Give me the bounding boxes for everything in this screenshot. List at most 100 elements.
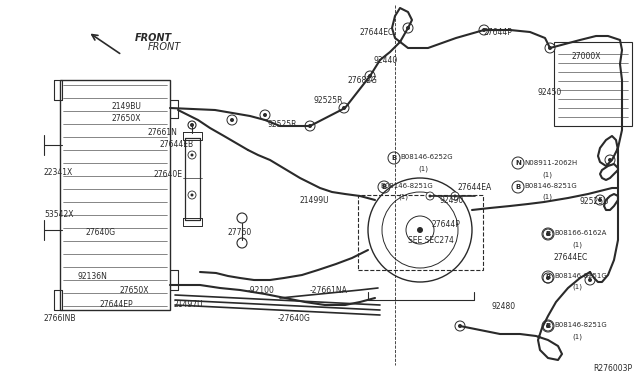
Circle shape	[546, 324, 550, 328]
Text: 21497U: 21497U	[174, 300, 204, 309]
Text: B: B	[381, 184, 387, 190]
Text: 22341X: 22341X	[44, 168, 73, 177]
Circle shape	[548, 46, 552, 50]
Text: 92525R: 92525R	[314, 96, 344, 105]
Text: 27644EP: 27644EP	[100, 300, 134, 309]
Text: 92480: 92480	[492, 302, 516, 311]
Text: N08911-2062H: N08911-2062H	[524, 160, 577, 166]
Circle shape	[191, 193, 193, 196]
Circle shape	[605, 155, 615, 165]
Circle shape	[543, 321, 553, 331]
Text: SEE SEC274: SEE SEC274	[408, 236, 454, 245]
Text: 2149BU: 2149BU	[112, 102, 142, 111]
Circle shape	[455, 321, 465, 331]
Circle shape	[545, 43, 555, 53]
Text: 27640G: 27640G	[86, 228, 116, 237]
Text: 53542X: 53542X	[44, 210, 74, 219]
Text: (1): (1)	[572, 241, 582, 247]
Circle shape	[479, 25, 489, 35]
Text: 27661N: 27661N	[148, 128, 178, 137]
Circle shape	[458, 324, 462, 328]
Circle shape	[308, 124, 312, 128]
Text: 27640E: 27640E	[154, 170, 183, 179]
Circle shape	[305, 121, 315, 131]
Text: 27650X: 27650X	[112, 114, 141, 123]
Text: 27760: 27760	[228, 228, 252, 237]
Circle shape	[263, 113, 267, 117]
Text: -27640G: -27640G	[278, 314, 311, 323]
Text: 92525U: 92525U	[580, 197, 610, 206]
Text: B: B	[392, 155, 397, 161]
Circle shape	[429, 195, 431, 198]
Circle shape	[543, 229, 553, 239]
Circle shape	[417, 227, 423, 233]
Text: FRONT: FRONT	[135, 33, 172, 43]
Circle shape	[482, 28, 486, 32]
Text: (1): (1)	[542, 171, 552, 177]
Circle shape	[368, 74, 372, 78]
Text: 27650X: 27650X	[120, 286, 150, 295]
Text: (1): (1)	[542, 194, 552, 201]
Text: (1): (1)	[572, 284, 582, 291]
Text: 27644EB: 27644EB	[160, 140, 194, 149]
Bar	[358, 195, 483, 270]
Circle shape	[227, 115, 237, 125]
Circle shape	[190, 123, 194, 127]
Bar	[554, 42, 632, 126]
Text: 21499U: 21499U	[300, 196, 330, 205]
Circle shape	[598, 198, 602, 202]
Text: 92490: 92490	[440, 196, 464, 205]
Circle shape	[426, 192, 434, 200]
Circle shape	[188, 151, 196, 159]
Text: FRONT: FRONT	[148, 42, 181, 52]
Text: 2766INB: 2766INB	[44, 314, 77, 323]
Circle shape	[191, 154, 193, 157]
Text: 92525R: 92525R	[268, 120, 298, 129]
Text: -27661NA: -27661NA	[310, 286, 348, 295]
Circle shape	[406, 216, 434, 244]
Circle shape	[608, 158, 612, 162]
Text: R276003P: R276003P	[593, 364, 632, 372]
Circle shape	[260, 110, 270, 120]
Text: B08146-8251G: B08146-8251G	[554, 273, 607, 279]
Circle shape	[454, 195, 456, 198]
Text: 92136N: 92136N	[78, 272, 108, 281]
Circle shape	[339, 103, 349, 113]
Text: B: B	[545, 274, 550, 280]
Text: -92100: -92100	[248, 286, 275, 295]
Text: B08146-8251G: B08146-8251G	[524, 183, 577, 189]
Circle shape	[546, 232, 550, 236]
Text: N: N	[515, 160, 521, 166]
Text: B08146-8251G: B08146-8251G	[380, 183, 433, 189]
Text: B: B	[545, 323, 550, 329]
Text: 27644EC: 27644EC	[360, 28, 394, 37]
Circle shape	[588, 278, 592, 282]
Circle shape	[188, 121, 196, 129]
Circle shape	[585, 275, 595, 285]
Circle shape	[188, 191, 196, 199]
Circle shape	[237, 213, 247, 223]
Text: B08146-6252G: B08146-6252G	[400, 154, 452, 160]
Text: 27644P: 27644P	[484, 28, 513, 37]
Text: 27000X: 27000X	[572, 52, 602, 61]
Text: B08146-8251G: B08146-8251G	[554, 322, 607, 328]
Text: (1): (1)	[418, 165, 428, 171]
Text: (1): (1)	[398, 194, 408, 201]
Circle shape	[237, 238, 247, 248]
Circle shape	[342, 106, 346, 110]
Circle shape	[546, 276, 550, 280]
Circle shape	[543, 273, 553, 283]
Circle shape	[406, 26, 410, 30]
Text: 92450: 92450	[538, 88, 563, 97]
Text: 27644P: 27644P	[432, 220, 461, 229]
Text: B: B	[515, 184, 520, 190]
Text: 92440: 92440	[374, 56, 398, 65]
Circle shape	[365, 71, 375, 81]
Circle shape	[595, 195, 605, 205]
Text: B: B	[545, 231, 550, 237]
Text: 27644EC: 27644EC	[554, 253, 588, 262]
Bar	[60, 80, 170, 310]
Text: (1): (1)	[572, 333, 582, 340]
Circle shape	[403, 23, 413, 33]
Circle shape	[451, 192, 459, 200]
